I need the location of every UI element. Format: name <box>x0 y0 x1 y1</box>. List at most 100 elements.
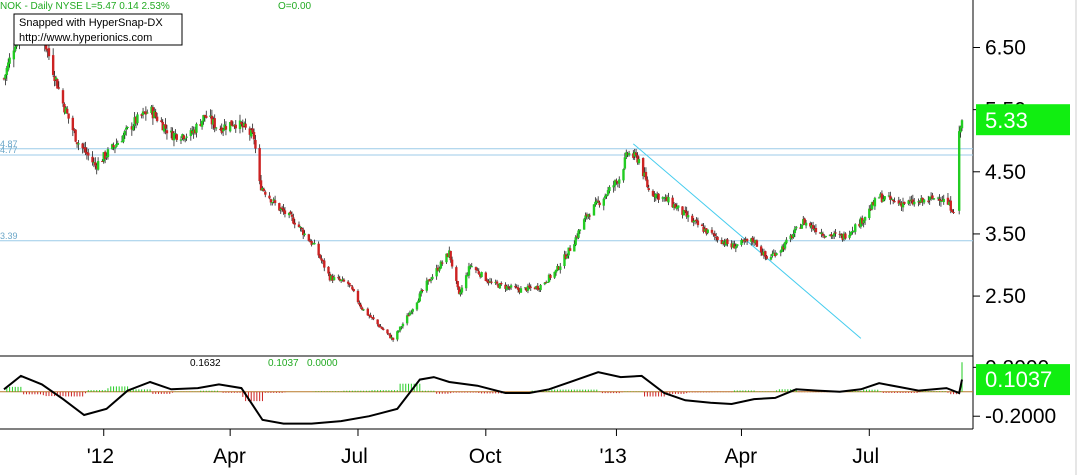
candle-body <box>61 90 65 104</box>
candle-body <box>862 220 865 224</box>
candle <box>372 314 375 321</box>
candle-body <box>75 142 79 145</box>
candle-body <box>641 158 645 177</box>
candle <box>626 151 629 158</box>
candle <box>150 104 153 115</box>
candle <box>907 199 910 206</box>
candle-body <box>595 200 598 204</box>
candle <box>751 235 754 245</box>
candle-body <box>879 193 882 197</box>
candle <box>514 283 517 289</box>
candle-body <box>221 129 225 132</box>
candle <box>292 213 295 225</box>
candle <box>526 283 530 294</box>
candle <box>133 112 136 131</box>
candle <box>400 326 403 330</box>
candle-body <box>300 227 303 230</box>
candle <box>821 231 825 238</box>
candle-body <box>310 240 313 245</box>
candle-body <box>612 185 615 188</box>
candle-body <box>71 117 75 131</box>
candle-body <box>584 215 587 219</box>
candle-body <box>702 226 705 232</box>
candle-body <box>526 285 530 291</box>
candle <box>391 337 395 342</box>
candle <box>549 273 552 281</box>
candle-body <box>110 144 114 150</box>
candle <box>283 206 287 218</box>
candle-body <box>441 262 444 264</box>
candle <box>759 244 763 257</box>
candle <box>854 223 857 235</box>
candle-body <box>736 244 739 247</box>
candle <box>172 131 176 147</box>
candle-body <box>809 223 812 227</box>
indicator-value-3: 0.0000 <box>307 358 338 369</box>
candle-body <box>418 293 421 302</box>
candle-body <box>91 156 94 163</box>
candle <box>897 196 900 207</box>
candle <box>869 204 872 211</box>
candle-body <box>283 210 287 214</box>
candle <box>804 219 808 229</box>
candle-body <box>588 215 591 217</box>
candle <box>323 258 326 272</box>
candle <box>113 146 117 154</box>
candle-body <box>533 287 537 290</box>
candle-body <box>515 287 518 289</box>
candle-body <box>695 219 698 222</box>
candle-body <box>477 271 480 274</box>
candle <box>653 191 656 203</box>
candle-body <box>125 127 128 130</box>
candle <box>417 298 420 303</box>
indicator-value-1: 0.1632 <box>190 358 221 369</box>
candle-body <box>153 110 156 118</box>
candle <box>745 238 749 245</box>
candle <box>309 238 312 243</box>
candle-body <box>921 197 924 203</box>
candle <box>175 133 178 142</box>
candle <box>952 209 955 214</box>
candle <box>713 230 716 241</box>
candle-body <box>184 138 187 140</box>
candle <box>762 248 766 259</box>
candle-body <box>743 239 746 242</box>
candle <box>351 285 354 291</box>
candle <box>623 152 627 170</box>
candle <box>686 210 690 222</box>
candle-body <box>271 202 274 204</box>
candle-body <box>523 287 527 289</box>
candle <box>720 237 723 245</box>
candle-body <box>553 271 556 278</box>
candle-body <box>696 220 700 226</box>
candle <box>192 126 195 139</box>
candle-body <box>771 253 774 256</box>
candle-body <box>622 169 625 181</box>
candle-body <box>706 229 709 233</box>
candle-body <box>795 226 798 229</box>
candle <box>84 141 87 156</box>
candle-body <box>5 68 9 76</box>
candle-body <box>134 116 138 124</box>
candle <box>101 159 104 163</box>
candle-body <box>863 216 867 221</box>
candle-body <box>504 284 507 289</box>
candle-body <box>252 132 256 140</box>
candle-body <box>87 152 90 156</box>
candle <box>643 167 646 178</box>
candle <box>795 225 798 231</box>
candle <box>154 108 157 119</box>
candle <box>331 273 334 284</box>
candle <box>271 201 274 206</box>
candle <box>408 310 412 316</box>
candle <box>161 118 164 131</box>
candle <box>53 70 56 87</box>
candle <box>539 284 542 293</box>
candle <box>311 242 315 245</box>
candle <box>332 274 336 281</box>
candle-body <box>309 241 312 243</box>
candle-body <box>554 269 558 273</box>
candle-body <box>637 159 641 164</box>
candle <box>568 245 572 252</box>
candle-body <box>203 114 207 117</box>
